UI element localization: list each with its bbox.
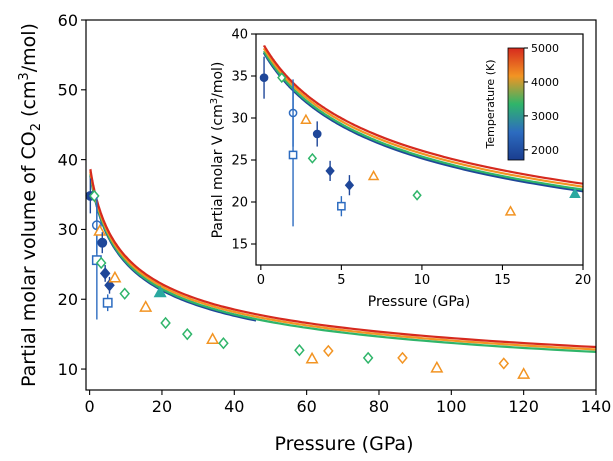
main-y-tick-label: 50 xyxy=(58,81,78,100)
colorbar xyxy=(507,47,525,161)
inset-point-4 xyxy=(300,113,312,125)
main-x-ticks: 0 20 40 60 80 100 120 140 xyxy=(85,390,612,416)
main-x-tick-label: 100 xyxy=(436,397,467,416)
main-point-25 xyxy=(517,367,531,379)
main-y-axis-label: Partial molar volume of CO2 (cm3/mol) xyxy=(17,23,44,387)
main-point-13 xyxy=(153,285,167,298)
main-x-axis-label: Pressure (GPa) xyxy=(275,433,414,455)
inset-x-tick-label: 15 xyxy=(494,273,511,288)
main-y-tick-label: 60 xyxy=(58,11,78,30)
inset-x-tick-label: 5 xyxy=(337,273,345,288)
inset-y-ticks: 15 20 25 30 35 40 xyxy=(231,28,256,253)
main-point-20 xyxy=(323,344,334,358)
inset-point-5 xyxy=(307,152,318,164)
main-point-19 xyxy=(305,351,319,364)
main-x-tick-label: 140 xyxy=(581,397,612,416)
inset-point-10 xyxy=(367,169,380,181)
main-point-21 xyxy=(362,351,374,365)
main-point-11 xyxy=(119,287,130,300)
main-point-12 xyxy=(139,300,153,312)
inset-point-7 xyxy=(325,165,335,177)
main-series-lines xyxy=(89,168,596,353)
main-x-tick-label: 60 xyxy=(296,397,316,416)
main-y-tick-label: 30 xyxy=(58,220,78,239)
inset-point-12 xyxy=(504,205,517,216)
inset-y-tick-label: 25 xyxy=(231,154,248,169)
colorbar-ticks: 2000 3000 4000 5000 xyxy=(524,42,559,157)
main-point-23 xyxy=(430,360,444,373)
inset-y-axis-label: Partial molar V (cm3/mol) xyxy=(209,62,226,239)
inset-plot-frame xyxy=(255,33,584,266)
main-point-14 xyxy=(160,316,171,330)
colorbar-tick-label: 4000 xyxy=(531,76,559,89)
inset-x-tick-label: 10 xyxy=(414,273,431,288)
main-y-tick-label: 10 xyxy=(58,360,78,379)
main-point-5 xyxy=(95,256,107,270)
inset-x-tick-label: 20 xyxy=(575,273,592,288)
inset-point-13 xyxy=(569,187,581,198)
main-point-18 xyxy=(294,344,305,357)
inset-point-3 xyxy=(288,150,298,160)
main-point-22 xyxy=(397,351,408,365)
colorbar-tick-label: 5000 xyxy=(531,42,559,55)
main-point-6 xyxy=(97,237,108,248)
inset-y-tick-label: 35 xyxy=(231,70,248,85)
main-data-points xyxy=(85,178,531,379)
colorbar-tick-label: 3000 xyxy=(531,110,559,123)
main-x-tick-label: 80 xyxy=(369,397,389,416)
inset-x-tick-label: 0 xyxy=(257,273,265,288)
main-y-tick-label: 40 xyxy=(58,150,78,169)
main-y-tick-label: 20 xyxy=(58,290,78,309)
main-point-15 xyxy=(182,327,193,341)
inset-point-0 xyxy=(259,73,269,83)
inset-y-tick-label: 20 xyxy=(231,196,248,211)
main-point-10 xyxy=(108,270,122,283)
main-point-9 xyxy=(104,279,115,292)
main-point-24 xyxy=(498,357,510,370)
main-x-tick-label: 120 xyxy=(508,397,539,416)
main-point-8 xyxy=(102,297,113,308)
main-point-7 xyxy=(99,267,111,280)
main-point-16 xyxy=(206,332,220,344)
main-x-tick-label: 0 xyxy=(85,397,95,416)
inset-x-ticks: 0 5 10 15 20 xyxy=(257,265,592,288)
inset-point-9 xyxy=(344,179,355,191)
inset-y-tick-label: 40 xyxy=(231,28,248,43)
inset-x-axis-label: Pressure (GPa) xyxy=(368,294,470,310)
main-y-ticks: 10 20 30 40 50 60 xyxy=(58,11,86,379)
inset-point-11 xyxy=(412,189,422,201)
inset-y-tick-label: 15 xyxy=(231,238,248,253)
main-plot-frame xyxy=(85,19,597,391)
main-point-17 xyxy=(218,337,229,350)
main-line-5000k xyxy=(89,168,596,349)
inset-point-6 xyxy=(312,129,322,139)
colorbar-tick-label: 2000 xyxy=(531,144,559,157)
inset-point-1 xyxy=(277,72,287,84)
inset-y-tick-label: 30 xyxy=(231,112,248,127)
colorbar-label: Temperature (K) xyxy=(484,60,497,150)
inset-point-8 xyxy=(337,201,346,211)
inset-data-points xyxy=(259,56,581,227)
main-x-tick-label: 40 xyxy=(224,397,244,416)
main-x-tick-label: 20 xyxy=(152,397,172,416)
